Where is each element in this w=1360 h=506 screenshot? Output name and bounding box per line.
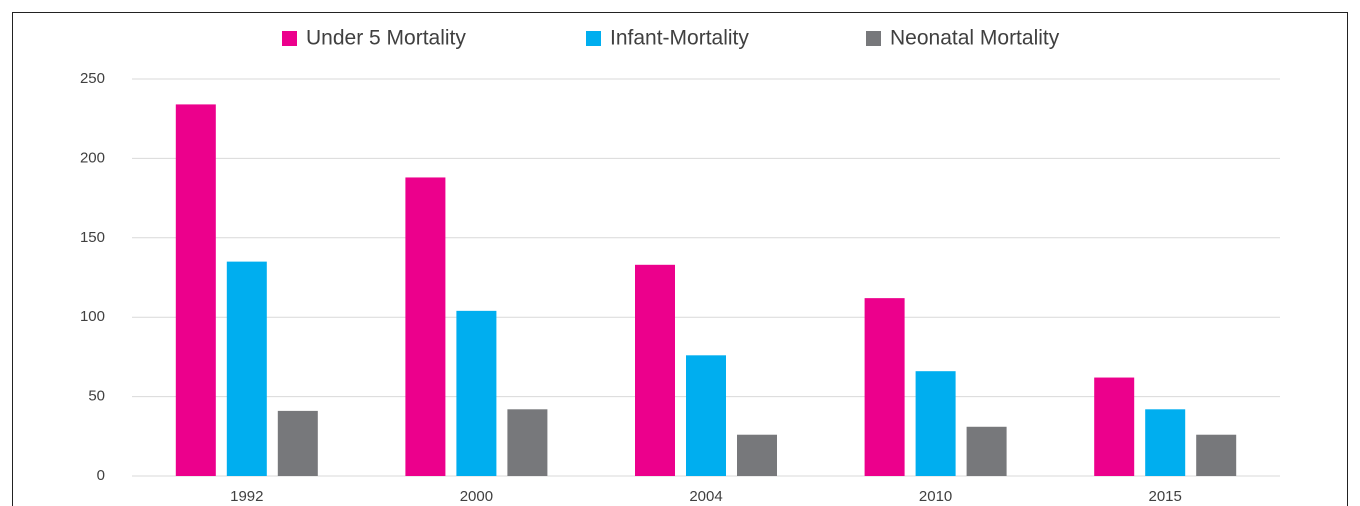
x-tick-label: 2015: [1149, 488, 1182, 505]
legend-swatch: [866, 31, 881, 46]
bar: [635, 264, 675, 476]
bar: [864, 298, 905, 476]
y-tick-label: 250: [80, 70, 105, 87]
y-tick-label: 200: [80, 149, 105, 166]
bar: [277, 410, 318, 476]
legend-swatch: [586, 31, 601, 46]
bar: [1196, 434, 1237, 476]
x-tick-label: 2004: [689, 488, 722, 505]
y-tick-label: 150: [80, 229, 105, 246]
bar: [737, 434, 777, 476]
bar: [226, 261, 267, 476]
y-tick-label: 50: [88, 388, 105, 405]
bar: [1145, 409, 1186, 476]
y-tick-label: 100: [80, 308, 105, 325]
bar: [456, 310, 497, 476]
x-tick-label: 2010: [919, 488, 952, 505]
bar: [175, 104, 216, 477]
bar: [405, 177, 446, 476]
x-tick-label: 2000: [460, 488, 493, 505]
bar: [507, 409, 548, 476]
y-tick-label: 0: [97, 467, 105, 484]
x-tick-label: 1992: [230, 488, 263, 505]
legend-label: Under 5 Mortality: [306, 27, 466, 50]
legend-label: Neonatal Mortality: [890, 27, 1060, 50]
bar: [915, 371, 956, 476]
bar: [1094, 377, 1135, 476]
bar: [966, 426, 1007, 476]
legend-swatch: [282, 31, 297, 46]
legend-label: Infant-Mortality: [610, 27, 749, 50]
chart-frame: [12, 12, 1348, 506]
bar: [686, 355, 726, 476]
